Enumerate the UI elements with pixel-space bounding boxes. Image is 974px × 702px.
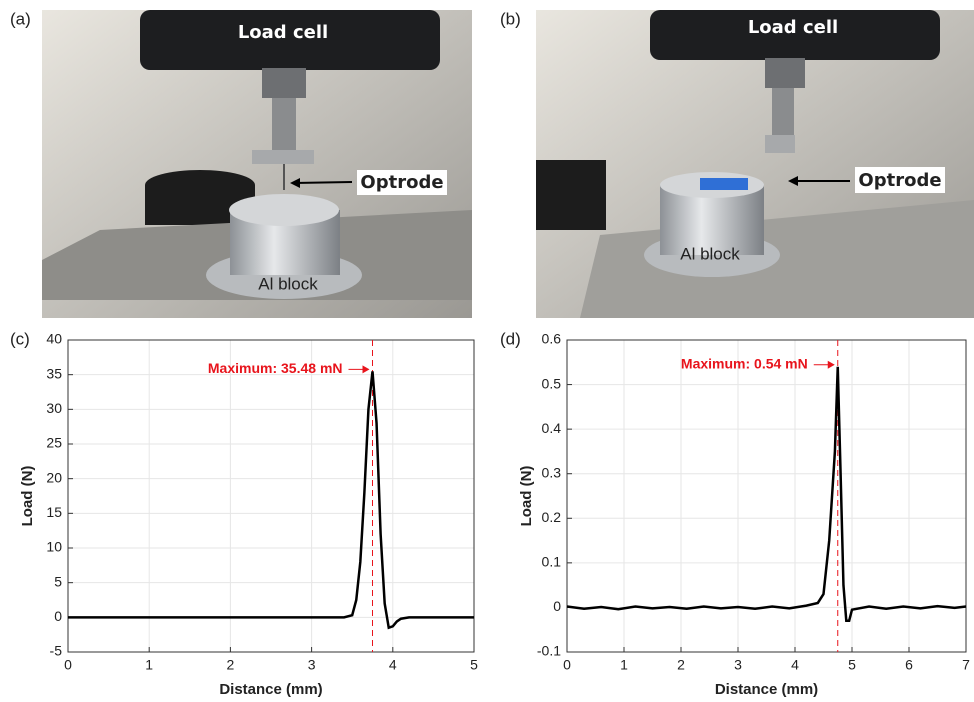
- panel-label: (c): [10, 329, 30, 348]
- y-tick-label: 0.6: [542, 331, 562, 347]
- panel-label: (a): [10, 9, 31, 28]
- x-tick-label: 5: [848, 657, 856, 673]
- photo-label: Al block: [680, 244, 740, 263]
- photo-b: [536, 10, 974, 318]
- axes-frame: [566, 339, 967, 653]
- annotation: Maximum: 35.48 mN: [208, 360, 343, 376]
- y-tick-label: 30: [46, 400, 62, 416]
- y-tick-label: -5: [50, 643, 63, 659]
- x-tick-label: 0: [64, 657, 72, 673]
- y-tick-label: 10: [46, 539, 62, 555]
- data-line: [566, 366, 967, 623]
- x-tick-label: 1: [620, 657, 628, 673]
- x-tick-label: 4: [791, 657, 799, 673]
- x-tick-label: 5: [470, 657, 478, 673]
- x-axis-title: Distance (mm): [715, 681, 818, 698]
- arrow-head: [362, 365, 370, 374]
- y-tick-label: 20: [46, 469, 62, 485]
- y-axis-title: Load (N): [518, 466, 535, 527]
- y-tick-label: 0.4: [542, 420, 562, 436]
- axes-frame: [67, 339, 475, 653]
- annotation: Maximum: 0.54 mN: [681, 355, 808, 371]
- x-tick-label: 1: [145, 657, 153, 673]
- y-tick-label: 35: [46, 365, 62, 381]
- arrow-head: [827, 360, 835, 369]
- plot-area: [68, 340, 474, 652]
- x-tick-label: 3: [308, 657, 316, 673]
- y-tick-label: 0: [54, 608, 62, 624]
- y-tick-label: 0: [553, 598, 561, 614]
- x-tick-label: 2: [227, 657, 235, 673]
- y-tick-label: -0.1: [537, 643, 561, 659]
- photo-label: Al block: [258, 274, 318, 293]
- photo-a: [42, 10, 472, 318]
- x-tick-label: 4: [389, 657, 397, 673]
- x-tick-label: 3: [734, 657, 742, 673]
- x-tick-label: 6: [905, 657, 913, 673]
- x-tick-label: 7: [962, 657, 970, 673]
- plot-area: [567, 340, 966, 652]
- y-tick-label: 5: [54, 573, 62, 589]
- y-tick-label: 0.5: [542, 375, 562, 391]
- x-axis-title: Distance (mm): [219, 681, 322, 698]
- y-tick-label: 40: [46, 331, 62, 347]
- y-axis-title: Load (N): [19, 466, 36, 527]
- x-tick-label: 2: [677, 657, 685, 673]
- panel-label: (d): [500, 329, 521, 348]
- panel-label: (b): [500, 9, 521, 28]
- y-tick-label: 0.2: [542, 509, 562, 525]
- y-tick-label: 0.3: [542, 464, 562, 480]
- photo-label: Load cell: [238, 22, 328, 43]
- photo-label: Optrode: [360, 172, 443, 193]
- photo-label: Load cell: [748, 17, 838, 38]
- data-line: [68, 371, 474, 630]
- photo-label: Optrode: [858, 170, 941, 191]
- y-tick-label: 0.1: [542, 554, 562, 570]
- x-tick-label: 0: [563, 657, 571, 673]
- y-tick-label: 15: [46, 504, 62, 520]
- y-tick-label: 25: [46, 435, 62, 451]
